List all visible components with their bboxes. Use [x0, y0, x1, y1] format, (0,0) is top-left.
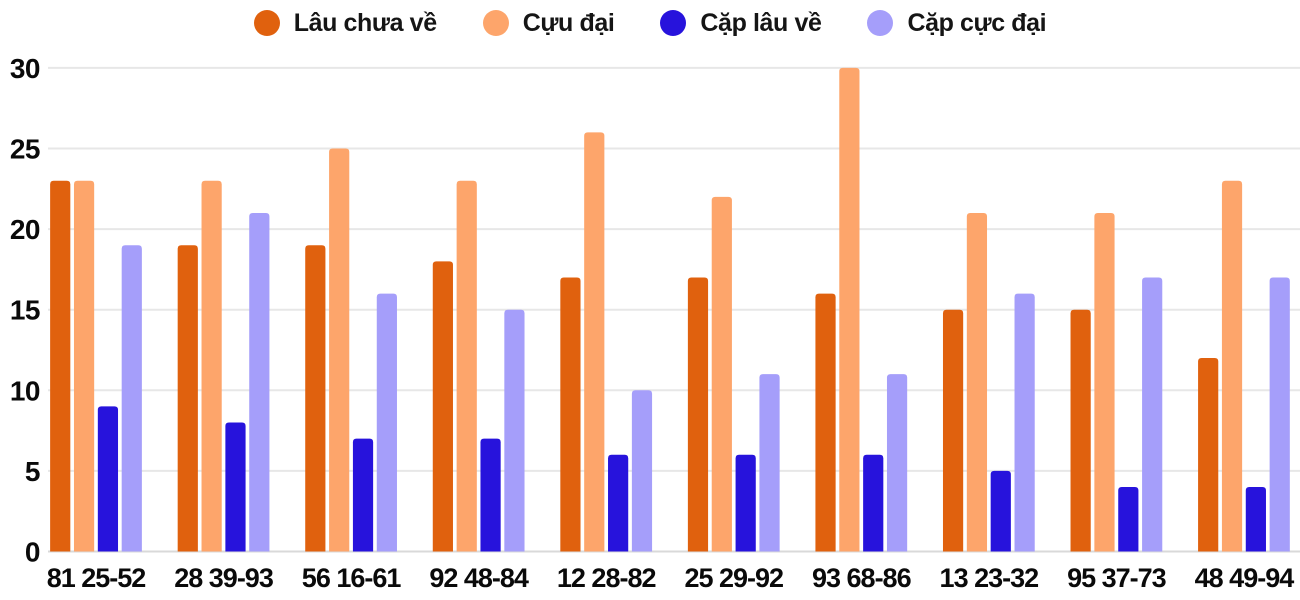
bar[interactable]: [432, 261, 453, 552]
legend-item-4[interactable]: Cặp cực đại: [867, 8, 1047, 38]
y-axis-tick-label: 5: [25, 456, 40, 487]
bar[interactable]: [966, 212, 988, 552]
x-axis-category-label: 28 39-93: [174, 563, 274, 593]
bar[interactable]: [886, 374, 908, 552]
bar[interactable]: [1269, 277, 1290, 552]
legend-item-1[interactable]: Lâu chưa về: [253, 8, 437, 38]
bar[interactable]: [329, 148, 350, 552]
legend-marker-icon: [660, 10, 687, 36]
bar[interactable]: [1245, 487, 1266, 552]
bar[interactable]: [480, 438, 501, 552]
bar[interactable]: [584, 132, 605, 552]
bar[interactable]: [759, 374, 780, 552]
bar[interactable]: [815, 293, 836, 552]
y-axis-tick-label: 30: [10, 53, 40, 84]
bar[interactable]: [631, 390, 653, 552]
legend-item-label: Lâu chưa về: [293, 8, 437, 37]
legend-item-3[interactable]: Cặp lâu về: [660, 8, 822, 38]
bar[interactable]: [1221, 180, 1243, 552]
bar[interactable]: [1142, 277, 1163, 552]
legend-item-label: Cặp cực đại: [907, 8, 1047, 37]
x-axis-category-label: 93 68-86: [812, 563, 912, 593]
bar[interactable]: [863, 454, 884, 552]
legend-item-label: Cặp lâu về: [700, 8, 822, 37]
bar[interactable]: [352, 438, 374, 552]
x-axis-category-label: 25 29-92: [684, 563, 783, 593]
bar[interactable]: [177, 245, 198, 552]
bar[interactable]: [735, 454, 756, 552]
y-axis-tick-label: 25: [10, 134, 40, 165]
bar[interactable]: [1118, 487, 1139, 552]
legend-marker-icon: [253, 10, 280, 36]
bar[interactable]: [225, 422, 246, 552]
legend-item-2[interactable]: Cựu đại: [482, 8, 615, 38]
bar[interactable]: [376, 293, 397, 552]
legend-item-label: Cựu đại: [522, 8, 615, 37]
bar[interactable]: [1014, 293, 1035, 552]
bar[interactable]: [50, 180, 71, 552]
x-axis-category-label: 95 37-73: [1067, 563, 1167, 593]
x-axis-category-label: 92 48-84: [429, 563, 529, 593]
bar[interactable]: [608, 454, 629, 552]
y-axis-tick-label: 0: [25, 537, 40, 568]
x-axis-category-label: 13 23-32: [940, 563, 1039, 593]
x-axis-category-label: 56 16-61: [302, 563, 402, 593]
bar[interactable]: [711, 196, 732, 552]
bar[interactable]: [305, 245, 326, 552]
legend-marker-icon: [867, 10, 894, 36]
bar[interactable]: [560, 277, 581, 552]
legend-marker-icon: [482, 10, 509, 36]
x-axis-category-label: 81 25-52: [47, 563, 146, 593]
x-axis-category-label: 48 49-94: [1195, 563, 1295, 593]
bar[interactable]: [73, 180, 95, 552]
bar[interactable]: [990, 470, 1011, 552]
bar[interactable]: [97, 406, 119, 552]
bar[interactable]: [201, 180, 222, 552]
bar[interactable]: [121, 245, 142, 552]
y-axis-tick-label: 15: [10, 295, 40, 326]
bar[interactable]: [839, 67, 860, 552]
bar[interactable]: [687, 277, 709, 552]
bar[interactable]: [456, 180, 477, 552]
bar[interactable]: [1070, 309, 1091, 552]
bar[interactable]: [1198, 358, 1219, 552]
x-axis-category-label: 12 28-82: [557, 563, 656, 593]
bar[interactable]: [942, 309, 964, 552]
y-axis-tick-label: 10: [10, 375, 40, 406]
bar[interactable]: [1094, 212, 1115, 552]
bar[interactable]: [249, 212, 270, 552]
chart-legend: Lâu chưa về Cựu đại Cặp lâu về Cặp cực đại: [0, 0, 1300, 46]
bar[interactable]: [504, 309, 525, 552]
y-axis-tick-label: 20: [10, 214, 40, 245]
